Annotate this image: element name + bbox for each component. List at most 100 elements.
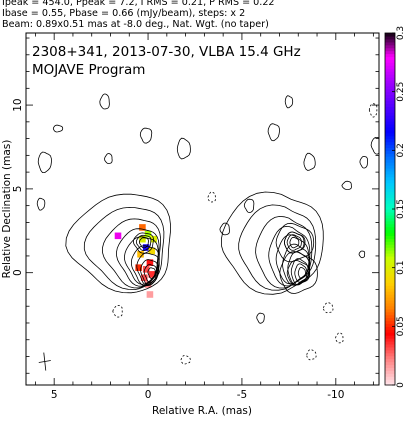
colorbar-segment — [385, 361, 395, 366]
colorbar-segment — [385, 335, 395, 339]
colorbar-segment — [385, 238, 395, 242]
beam-symbol — [38, 352, 51, 371]
colorbar-segment — [385, 50, 395, 55]
colorbar-segment — [385, 367, 395, 371]
colorbar: 0 0.05 0.1 0.15 0.2 0.25 0.3 — [384, 26, 406, 388]
noise-contour — [303, 152, 316, 171]
colorbar-segment — [385, 253, 395, 257]
colorbar-segment — [385, 226, 395, 231]
colorbar-segment — [385, 182, 395, 187]
colorbar-segment — [385, 291, 395, 295]
colorbar-segment — [385, 53, 395, 58]
colorbar-segment — [385, 176, 395, 181]
x-tick-label: 5 — [51, 389, 58, 401]
colorbar-segment — [385, 118, 395, 122]
colorbar-segment — [385, 126, 395, 131]
colorbar-segment — [385, 258, 395, 263]
colorbar-tick-label: 0 — [396, 382, 406, 388]
colorbar-segment — [385, 220, 395, 225]
colorbar-segment — [385, 200, 395, 204]
beam-minor-axis — [43, 352, 47, 371]
chart-title: 2308+341, 2013-07-30, VLBA 15.4 GHz — [32, 44, 301, 60]
colorbar-segment — [385, 47, 395, 52]
negative-contour — [112, 304, 123, 318]
plot-frame — [25, 32, 380, 386]
pol-contour — [279, 251, 318, 294]
colorbar-segment — [385, 185, 395, 190]
colorbar-segment — [385, 235, 395, 239]
colorbar-tick-label: 0.15 — [396, 199, 406, 219]
right-level-35.2 — [287, 251, 311, 286]
colorbar-segment — [385, 203, 395, 207]
noise-contour — [341, 180, 352, 191]
colorbar-segment — [385, 323, 395, 327]
colorbar-segment — [385, 273, 395, 278]
colorbar-segment — [385, 223, 395, 228]
chart-subtitle: MOJAVE Program — [32, 62, 145, 78]
colorbar-segment — [385, 311, 395, 316]
colorbar-tick-label: 0.2 — [396, 143, 406, 157]
colorbar-segment — [385, 68, 395, 72]
colorbar-segment — [385, 308, 395, 313]
colorbar-segment — [385, 82, 395, 87]
right-level-281.6 — [297, 267, 306, 279]
colorbar-segment — [385, 41, 395, 46]
colorbar-segment — [385, 188, 395, 192]
colorbar-segment — [385, 320, 395, 324]
colorbar-segment — [385, 285, 395, 289]
colorbar-segment — [385, 112, 395, 116]
colorbar-segment — [385, 352, 395, 357]
colorbar-segment — [385, 382, 395, 386]
colorbar-segment — [385, 288, 395, 292]
colorbar-segment — [385, 232, 395, 236]
colorbar-segment — [385, 276, 395, 280]
noise-contour — [52, 124, 64, 133]
colorbar-segment — [385, 135, 395, 140]
colorbar-segment — [385, 91, 395, 96]
right-jet-contour — [286, 234, 302, 251]
colorbar-segment — [385, 349, 395, 354]
left-jet-contour — [136, 234, 152, 251]
noise-contour — [104, 153, 113, 165]
colorbar-segment — [385, 85, 395, 90]
colorbar-segment — [385, 100, 395, 104]
noise-contour — [243, 198, 255, 214]
colorbar-segment — [385, 79, 395, 84]
noise-contour — [176, 137, 191, 160]
colorbar-segment — [385, 209, 395, 213]
pol-pixel — [141, 274, 148, 282]
noise-contour — [219, 222, 230, 236]
colorbar-segment — [385, 244, 395, 248]
pol-pixel — [137, 250, 144, 258]
colorbar-segment — [385, 103, 395, 107]
right-level-4.4 — [268, 225, 311, 287]
colorbar-segment — [385, 115, 395, 119]
colorbar-segment — [385, 44, 395, 49]
right-level-0.55 — [220, 191, 324, 295]
colorbar-segment — [385, 59, 395, 63]
pol-pixel — [142, 266, 150, 273]
colorbar-segment — [385, 250, 395, 254]
colorbar-segment — [385, 144, 395, 148]
pol-pixel — [148, 271, 156, 278]
x-tick-label: 0 — [145, 389, 152, 401]
colorbar-segment — [385, 302, 395, 307]
colorbar-segment — [385, 179, 395, 184]
colorbar-segment — [385, 379, 395, 383]
noise-contour — [37, 151, 52, 173]
colorbar-segment — [385, 255, 395, 260]
colorbar-segment — [385, 191, 395, 195]
axes: 5 0 -5 -10 0 5 10 — [12, 33, 379, 401]
colorbar-segment — [385, 326, 395, 330]
pol-pixel — [148, 247, 156, 255]
right-level-8.8 — [275, 234, 310, 285]
colorbar-segment — [385, 217, 395, 222]
colorbar-segment — [385, 338, 395, 342]
pol-contour — [286, 259, 311, 286]
colorbar-segment — [385, 170, 395, 175]
colorbar-segment — [385, 165, 395, 169]
colorbar-segment — [385, 153, 395, 157]
colorbar-segment — [385, 373, 395, 377]
colorbar-segment — [385, 267, 395, 272]
